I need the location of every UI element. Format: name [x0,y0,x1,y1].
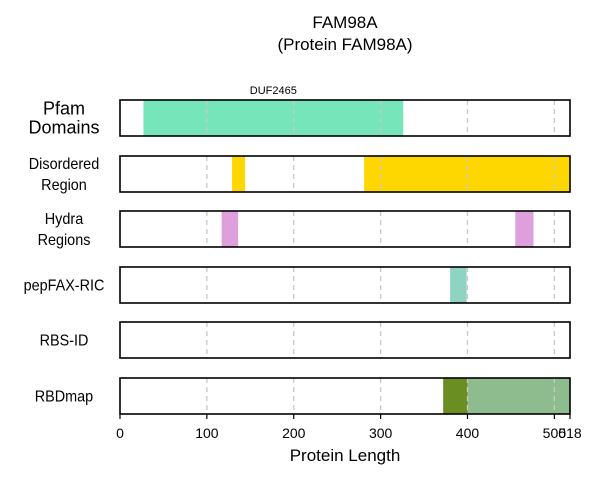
track-border [119,266,571,304]
row-label: Disordered [29,155,99,173]
track-row-rbdmap: RBDmap [35,377,571,415]
x-tick-label: 400 [456,425,480,441]
x-tick-label: 200 [282,425,306,441]
chart-title: FAM98A (Protein FAM98A) [277,13,412,54]
track-border [119,155,571,193]
region-bar [443,378,468,414]
region-bar [450,267,467,303]
row-label: Domains [28,118,99,138]
track-border [119,321,571,359]
region-bar [221,211,239,247]
row-label: Pfam [43,99,85,119]
track-row-rbsid: RBS-ID [40,321,571,359]
track-row-disordered: Disordered Region [29,155,571,194]
track-border [119,210,571,248]
x-tick-label: 300 [369,425,393,441]
track-background [120,322,570,358]
track-row-pepfax: pepFAX-RIC [24,266,571,304]
region-bar [232,156,246,192]
row-label: Hydra [45,210,84,228]
track-background [120,211,570,247]
track-background [120,267,570,303]
row-label: RBDmap [35,388,93,406]
region-bar [515,211,534,247]
row-label: pepFAX-RIC [24,277,105,295]
chart-title-line: (Protein FAM98A) [277,35,412,54]
track-border [119,377,571,415]
chart-title-line: FAM98A [312,13,378,32]
track-border [119,99,571,137]
x-axis-label: Protein Length [290,446,401,465]
row-label: RBS-ID [40,332,89,350]
region-label: DUF2465 [250,85,297,97]
track-row-hydra: Hydra Regions [38,210,571,249]
row-label: Region [41,176,87,194]
x-tick-label: 518 [558,425,582,441]
region-bar [467,378,570,414]
row-label: Regions [38,231,91,249]
x-tick-label: 100 [195,425,219,441]
x-tick-label: 500 [543,425,567,441]
region-bar [143,100,404,136]
x-tick-label: 0 [116,425,124,441]
